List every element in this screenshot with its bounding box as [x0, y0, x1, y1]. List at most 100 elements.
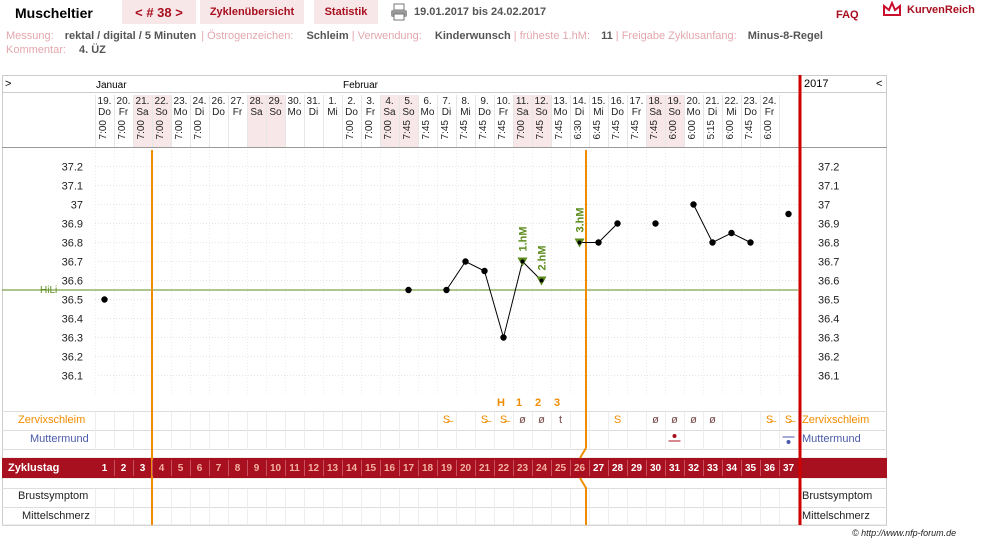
day-date: 24. — [762, 96, 777, 107]
cycle-nav-label: < # 38 > — [135, 4, 183, 20]
label-h: H — [497, 397, 505, 409]
zyklustag-cell: 33 — [706, 463, 719, 474]
zyklustag-separator — [608, 460, 609, 476]
weekend-shade — [266, 95, 285, 147]
row-label-zervix-right: Zervixschleim — [802, 414, 870, 426]
day-date: 13. — [553, 96, 568, 107]
day-weekday: So — [269, 107, 282, 118]
zervix-symbol: ø — [671, 414, 678, 426]
zyklustag-cell: 20 — [459, 463, 472, 474]
hili-label: HiLi — [40, 285, 57, 296]
tab-zyklenuebersicht[interactable]: Zyklenübersicht — [200, 0, 304, 24]
day-date: 6. — [423, 96, 432, 107]
day-weekday: Sa — [383, 107, 396, 118]
date-range: 19.01.2017 bis 24.02.2017 — [414, 6, 547, 18]
crown-logo-icon[interactable] — [882, 0, 902, 19]
hm-label: 2.hM — [537, 245, 549, 270]
y-tick-label: 36.8 — [62, 238, 83, 250]
faq-link[interactable]: FAQ — [836, 9, 859, 21]
zyklustag-separator — [779, 460, 780, 476]
row-label-mittel-right: Mittelschmerz — [802, 510, 870, 522]
day-date: 11. — [515, 96, 530, 107]
meta-key: Kommentar: — [6, 44, 66, 56]
temp-point — [443, 286, 450, 294]
zervix-symbol: S̶ — [442, 414, 451, 426]
temp-point — [785, 210, 792, 218]
zyklustag-cell: 2 — [120, 463, 127, 474]
meta-value: 11 — [601, 30, 613, 42]
brand-link[interactable]: KurvenReich — [907, 4, 975, 16]
printer-icon[interactable] — [390, 3, 408, 21]
zyklustag-separator — [228, 460, 229, 476]
zyklustag-cell: 9 — [253, 463, 260, 474]
scroll-left-button[interactable]: > — [5, 78, 12, 90]
tab-statistik[interactable]: Statistik — [314, 0, 378, 24]
measure-time: 7:00 — [345, 120, 356, 140]
zyklustag-cell: 14 — [345, 463, 358, 474]
zyklustag-cell: 1 — [101, 463, 108, 474]
day-weekday: Di — [194, 107, 205, 118]
day-weekday: Fr — [498, 107, 509, 118]
month-label-feb: Februar — [343, 80, 379, 91]
meta-value: Minus-8-Regel — [747, 30, 823, 42]
zyklustag-cell: 19 — [440, 463, 453, 474]
day-weekday: Mo — [686, 107, 701, 118]
tab-label: Zyklenübersicht — [209, 6, 295, 18]
zyklustag-separator — [114, 460, 115, 476]
day-date: 23. — [743, 96, 758, 107]
temp-point — [709, 239, 716, 246]
temp-point — [500, 334, 507, 341]
y-tick-label-right: 37.1 — [818, 181, 839, 193]
meta-key: früheste 1.hM: — [519, 30, 591, 42]
zyklustag-separator — [247, 460, 248, 476]
zyklustag-separator — [399, 460, 400, 476]
day-weekday: Fr — [232, 107, 243, 118]
zyklustag-cell: 26 — [573, 463, 586, 474]
temp-point — [595, 239, 602, 246]
meta-value: Schleim — [306, 30, 349, 42]
zyklustag-separator — [304, 460, 305, 476]
day-weekday: Fr — [118, 107, 129, 118]
temp-point — [652, 220, 659, 227]
day-date: 21. — [705, 96, 720, 107]
meta-line-1: Messung: rektal / digital / 5 Minuten | … — [6, 30, 823, 42]
temp-point — [577, 240, 582, 245]
hm-label: 3.hM — [575, 207, 587, 232]
zervix-symbol: S̶ — [784, 414, 793, 426]
row-label-zervix: Zervixschleim — [18, 414, 86, 426]
meta-key: Freigabe Zyklusanfang: — [621, 30, 737, 42]
day-weekday: Sa — [250, 107, 263, 118]
weekend-shade — [380, 95, 399, 147]
y-tick-label-right: 36.7 — [818, 257, 839, 269]
day-weekday: Mi — [327, 107, 338, 118]
measure-time: 5:15 — [706, 120, 717, 140]
day-date: 20. — [116, 96, 131, 107]
day-weekday: Mo — [173, 107, 188, 118]
cycle-nav[interactable]: < # 38 > — [122, 0, 196, 24]
meta-value: Kinderwunsch — [434, 30, 511, 42]
day-weekday: Mi — [593, 107, 604, 118]
temp-line — [693, 204, 751, 244]
zyklustag-separator — [418, 460, 419, 476]
zyklustag-separator — [437, 460, 438, 476]
weekend-shade — [532, 95, 551, 147]
zyklustag-cell: 10 — [269, 463, 282, 474]
temp-point — [481, 267, 488, 275]
zyklustag-separator — [171, 460, 172, 476]
zyklustag-separator — [190, 460, 191, 476]
zyklustag-separator — [209, 460, 210, 476]
zyklustag-cell: 12 — [307, 463, 320, 474]
page-title: Muscheltier — [15, 5, 93, 21]
zyklustag-cell: 18 — [421, 463, 434, 474]
temp-point — [728, 229, 735, 237]
zervix-symbol: S̶ — [499, 414, 508, 426]
day-date: 28. — [249, 96, 264, 107]
meta-value: 4. ÜZ — [78, 44, 106, 56]
zyklustag-cell: 36 — [763, 463, 776, 474]
scroll-right-button[interactable]: < — [876, 78, 883, 90]
day-weekday: Do — [98, 107, 111, 118]
zyklustag-cell: 6 — [196, 463, 203, 474]
day-date: 30. — [287, 96, 302, 107]
meta-line-2: Kommentar: 4. ÜZ — [6, 44, 106, 56]
row-label-brust-right: Brustsymptom — [802, 490, 873, 502]
